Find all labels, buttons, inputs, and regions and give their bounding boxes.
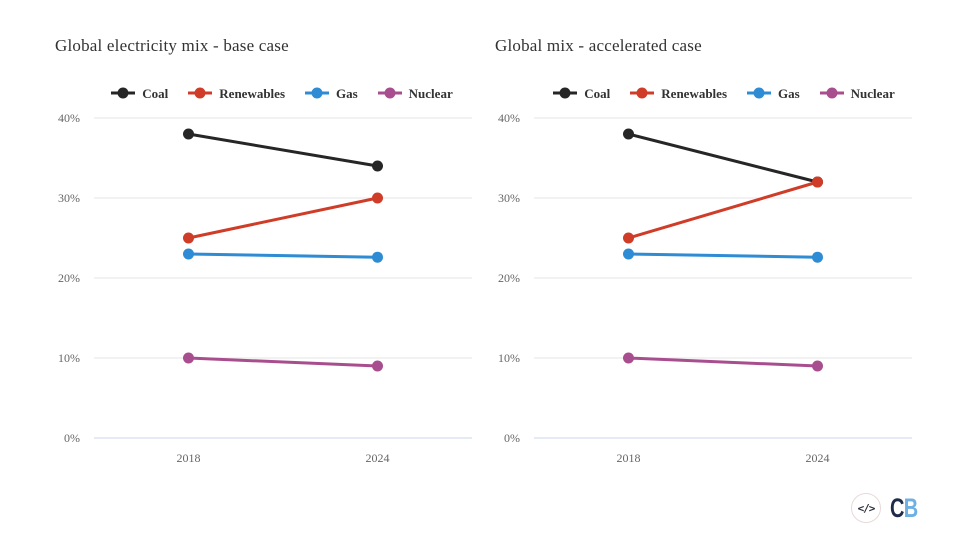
- y-axis-label-30%: 30%: [58, 191, 80, 205]
- x-axis-label-2024: 2024: [366, 451, 390, 465]
- plot-area-accelerated-case[interactable]: 0% 10% 20% 30% 40% 2018 2024: [480, 105, 920, 470]
- data-point-nuclear-2024[interactable]: [812, 360, 823, 372]
- y-axis-label-20%: 20%: [498, 271, 520, 285]
- series-line-nuclear: [187, 356, 379, 368]
- legend-marker-nuclear: [377, 87, 402, 99]
- series-line-renewables: [187, 196, 379, 240]
- plot-area-base-case[interactable]: 0% 10% 20% 30% 40% 2018 2024: [40, 105, 480, 470]
- legend-item-gas[interactable]: Gas: [305, 87, 358, 100]
- data-point-renewables-2024[interactable]: [812, 176, 823, 188]
- legend-marker-coal: [553, 87, 578, 99]
- y-axis-label-0%: 0%: [504, 431, 520, 445]
- data-point-nuclear-2018[interactable]: [623, 352, 634, 364]
- legend-label-nuclear: Nuclear: [408, 85, 453, 101]
- carbonbrief-logo[interactable]: </> CB: [851, 493, 927, 523]
- code-icon: </>: [851, 493, 881, 523]
- logo-letter-c: C: [890, 492, 904, 523]
- legend-label-gas: Gas: [336, 85, 358, 101]
- data-point-coal-2018[interactable]: [623, 128, 634, 140]
- data-point-coal-2024[interactable]: [372, 160, 383, 172]
- y-axis-label-30%: 30%: [498, 191, 520, 205]
- data-point-renewables-2018[interactable]: [623, 232, 634, 244]
- data-point-renewables-2024[interactable]: [372, 192, 383, 204]
- x-axis-label-2018: 2018: [177, 451, 201, 465]
- series-line-coal: [187, 132, 379, 168]
- y-axis-label-40%: 40%: [498, 111, 520, 125]
- series-line-coal: [627, 132, 819, 184]
- legend-marker-gas: [305, 87, 329, 99]
- x-axis-label-2018: 2018: [617, 451, 641, 465]
- legend-base-case: Coal Renewables Gas Nuclear: [93, 83, 471, 103]
- y-axis-label-10%: 10%: [498, 351, 520, 365]
- legend-accelerated-case: Coal Renewables Gas Nuclear: [535, 83, 913, 103]
- data-point-gas-2024[interactable]: [372, 251, 383, 263]
- legend-item-renewables[interactable]: Renewables: [630, 87, 727, 100]
- y-axis-label-40%: 40%: [58, 111, 80, 125]
- series-line-gas: [187, 252, 379, 259]
- carbonbrief-logo-text: CB: [890, 492, 918, 523]
- data-point-nuclear-2018[interactable]: [183, 352, 194, 364]
- legend-label-renewables: Renewables: [219, 85, 285, 101]
- data-point-coal-2018[interactable]: [183, 128, 194, 140]
- data-point-gas-2018[interactable]: [183, 248, 194, 260]
- chart-title-accelerated-case: Global mix - accelerated case: [495, 36, 702, 55]
- legend-label-coal: Coal: [142, 85, 169, 101]
- legend-label-nuclear: Nuclear: [850, 85, 895, 101]
- legend-item-nuclear[interactable]: Nuclear: [819, 85, 895, 101]
- legend-marker-gas: [747, 87, 771, 99]
- legend-marker-renewables: [188, 87, 213, 99]
- y-axis-label-10%: 10%: [58, 351, 80, 365]
- legend-item-coal[interactable]: Coal: [553, 87, 610, 100]
- data-point-renewables-2018[interactable]: [183, 232, 194, 244]
- legend-marker-nuclear: [819, 87, 844, 99]
- data-point-nuclear-2024[interactable]: [372, 360, 383, 372]
- y-axis-label-20%: 20%: [58, 271, 80, 285]
- data-point-gas-2024[interactable]: [812, 251, 823, 263]
- x-axis-label-2024: 2024: [806, 451, 830, 465]
- series-line-nuclear: [627, 356, 819, 368]
- series-line-gas: [627, 252, 819, 259]
- legend-marker-renewables: [630, 87, 655, 99]
- logo-letter-b: B: [903, 492, 918, 523]
- y-axis-label-0%: 0%: [64, 431, 80, 445]
- legend-marker-coal: [111, 87, 136, 99]
- chart-title-base-case: Global electricity mix - base case: [55, 36, 289, 55]
- series-line-renewables: [627, 180, 819, 240]
- legend-label-renewables: Renewables: [661, 85, 727, 101]
- legend-item-nuclear[interactable]: Nuclear: [377, 85, 453, 101]
- legend-item-coal[interactable]: Coal: [111, 87, 168, 100]
- legend-label-gas: Gas: [778, 85, 800, 101]
- legend-item-renewables[interactable]: Renewables: [188, 87, 285, 100]
- legend-item-gas[interactable]: Gas: [747, 87, 800, 100]
- legend-label-coal: Coal: [584, 85, 611, 101]
- data-point-gas-2018[interactable]: [623, 248, 634, 260]
